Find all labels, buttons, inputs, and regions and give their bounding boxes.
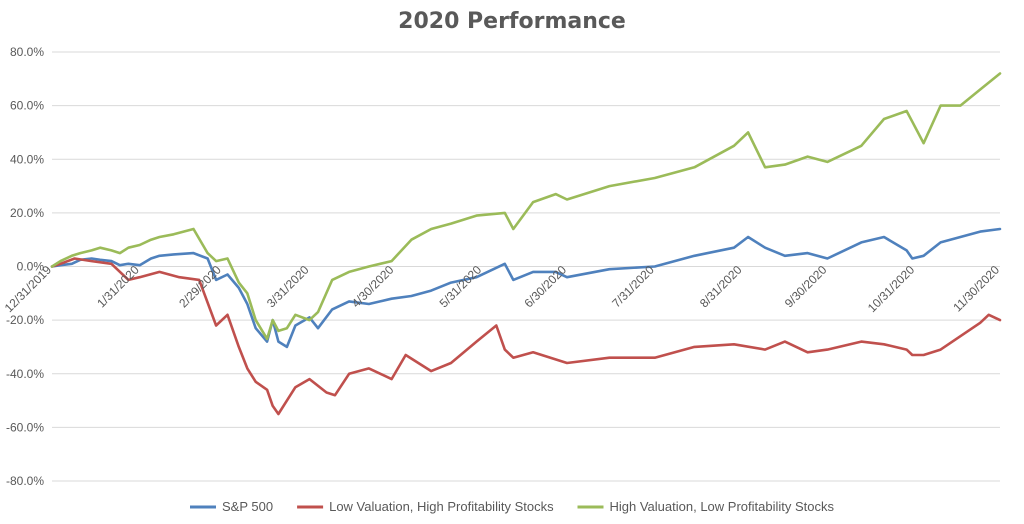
- x-tick-label: 8/31/2020: [697, 262, 745, 310]
- y-tick-label: 20.0%: [10, 206, 44, 220]
- y-tick-label: 40.0%: [10, 152, 44, 166]
- y-tick-label: 80.0%: [10, 45, 44, 59]
- legend-item-3: High Valuation, Low Profitability Stocks: [577, 499, 835, 514]
- y-tick-label: -40.0%: [6, 367, 44, 381]
- legend: S&P 500 Low Valuation, High Profitability…: [190, 499, 834, 514]
- series-line-3: [50, 72, 1002, 341]
- x-tick-label: 2/29/2020: [176, 262, 224, 310]
- legend-label: High Valuation, Low Profitability Stocks: [610, 499, 835, 514]
- chart-title: 2020 Performance: [398, 9, 626, 34]
- gridlines: [52, 51, 1000, 482]
- series-line-2: [50, 257, 1002, 416]
- x-axis-tick-labels: 12/31/2019 1/31/2020 2/29/2020 3/31/2020 4/3…: [2, 262, 1003, 315]
- series-line-1: [50, 227, 1002, 349]
- x-tick-label: 10/31/2020: [865, 262, 918, 315]
- legend-label: S&P 500: [222, 499, 273, 514]
- y-axis-tick-labels: -80.0% -60.0% -40.0% -20.0% 0.0% 20.0% 40.0% 60…: [6, 45, 44, 488]
- y-tick-label: 0.0%: [17, 260, 45, 274]
- legend-label: Low Valuation, High Profitability Stocks: [329, 499, 554, 514]
- y-tick-label: 60.0%: [10, 99, 44, 113]
- legend-item-1: S&P 500: [190, 499, 273, 514]
- x-tick-label: 11/30/2020: [950, 262, 1002, 314]
- y-tick-label: -80.0%: [6, 474, 44, 488]
- x-tick-label: 3/31/2020: [264, 262, 312, 310]
- y-tick-label: -20.0%: [6, 313, 44, 327]
- legend-item-2: Low Valuation, High Profitability Stocks: [297, 499, 554, 514]
- series-lines: [50, 72, 1002, 416]
- x-tick-label: 6/30/2020: [522, 262, 570, 310]
- y-tick-label: -60.0%: [6, 420, 44, 434]
- x-tick-label: 9/30/2020: [782, 262, 830, 310]
